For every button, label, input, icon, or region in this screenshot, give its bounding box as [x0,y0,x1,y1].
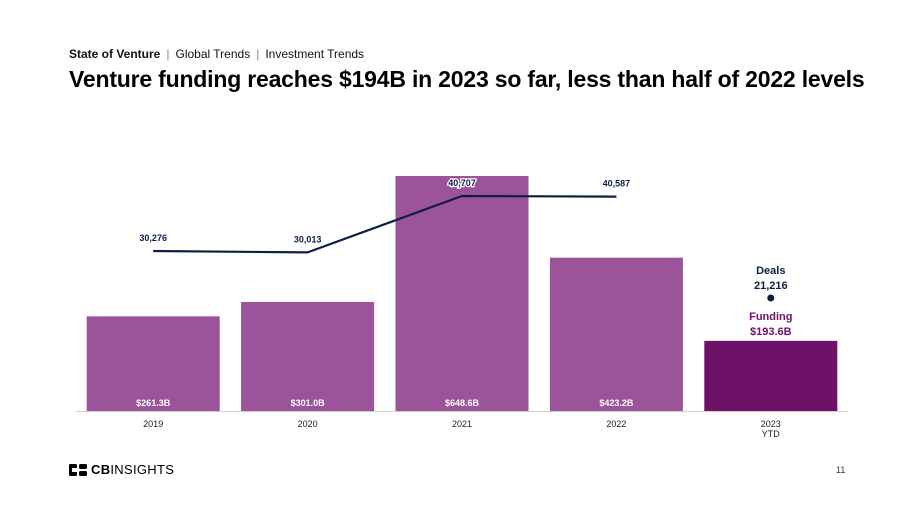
breadcrumb-separator: | [166,47,170,61]
x-tick-label: 2021 [452,419,472,429]
x-tick-label: 2022 [606,419,626,429]
logo-insights: INSIGHTS [110,462,175,477]
logo-wordmark: CBINSIGHTS [91,462,174,477]
funding-bar-2021 [395,176,529,411]
x-tick-label: 2019 [143,419,163,429]
x-tick-label: 2020 [298,419,318,429]
cb-insights-logo-icon [69,463,87,476]
breadcrumb-section: State of Venture [69,47,161,61]
funding-bar-label: $301.0B [291,398,326,408]
logo-cb: CB [91,462,111,477]
funding-annotation-label: Funding [749,311,792,323]
funding-bar-label: $261.3B [136,398,171,408]
deals-data-label: 30,013 [294,234,322,244]
funding-bar-2020 [241,301,375,411]
deals-line [153,194,617,254]
breadcrumb-separator: | [256,47,260,61]
funding-bar-label: $648.6B [445,398,480,408]
cb-insights-logo: CBINSIGHTS [69,462,174,477]
deals-annotation-value: 21,216 [754,280,788,292]
funding-bar-2022 [549,257,683,411]
breadcrumb: State of Venture | Global Trends | Investmen… [69,47,364,61]
deals-point-2023 [767,294,775,302]
page-number: 11 [836,465,846,475]
deals-data-label: 40,707 [448,178,476,188]
x-tick-label: 2023 YTD [761,419,781,439]
funding-bar-2023-ytd [704,340,838,411]
deals-data-label: 40,587 [603,179,631,189]
breadcrumb-level2: Global Trends [175,47,251,61]
page-title: Venture funding reaches $194B in 2023 so… [69,66,865,92]
funding-bar-2019 [86,316,220,411]
breadcrumb-level3: Investment Trends [265,47,365,61]
funding-annotation-value: $193.6B [750,326,792,338]
deals-data-label: 30,276 [139,233,167,243]
deals-annotation-label: Deals [756,265,785,277]
funding-bar-label: $423.2B [599,398,634,408]
